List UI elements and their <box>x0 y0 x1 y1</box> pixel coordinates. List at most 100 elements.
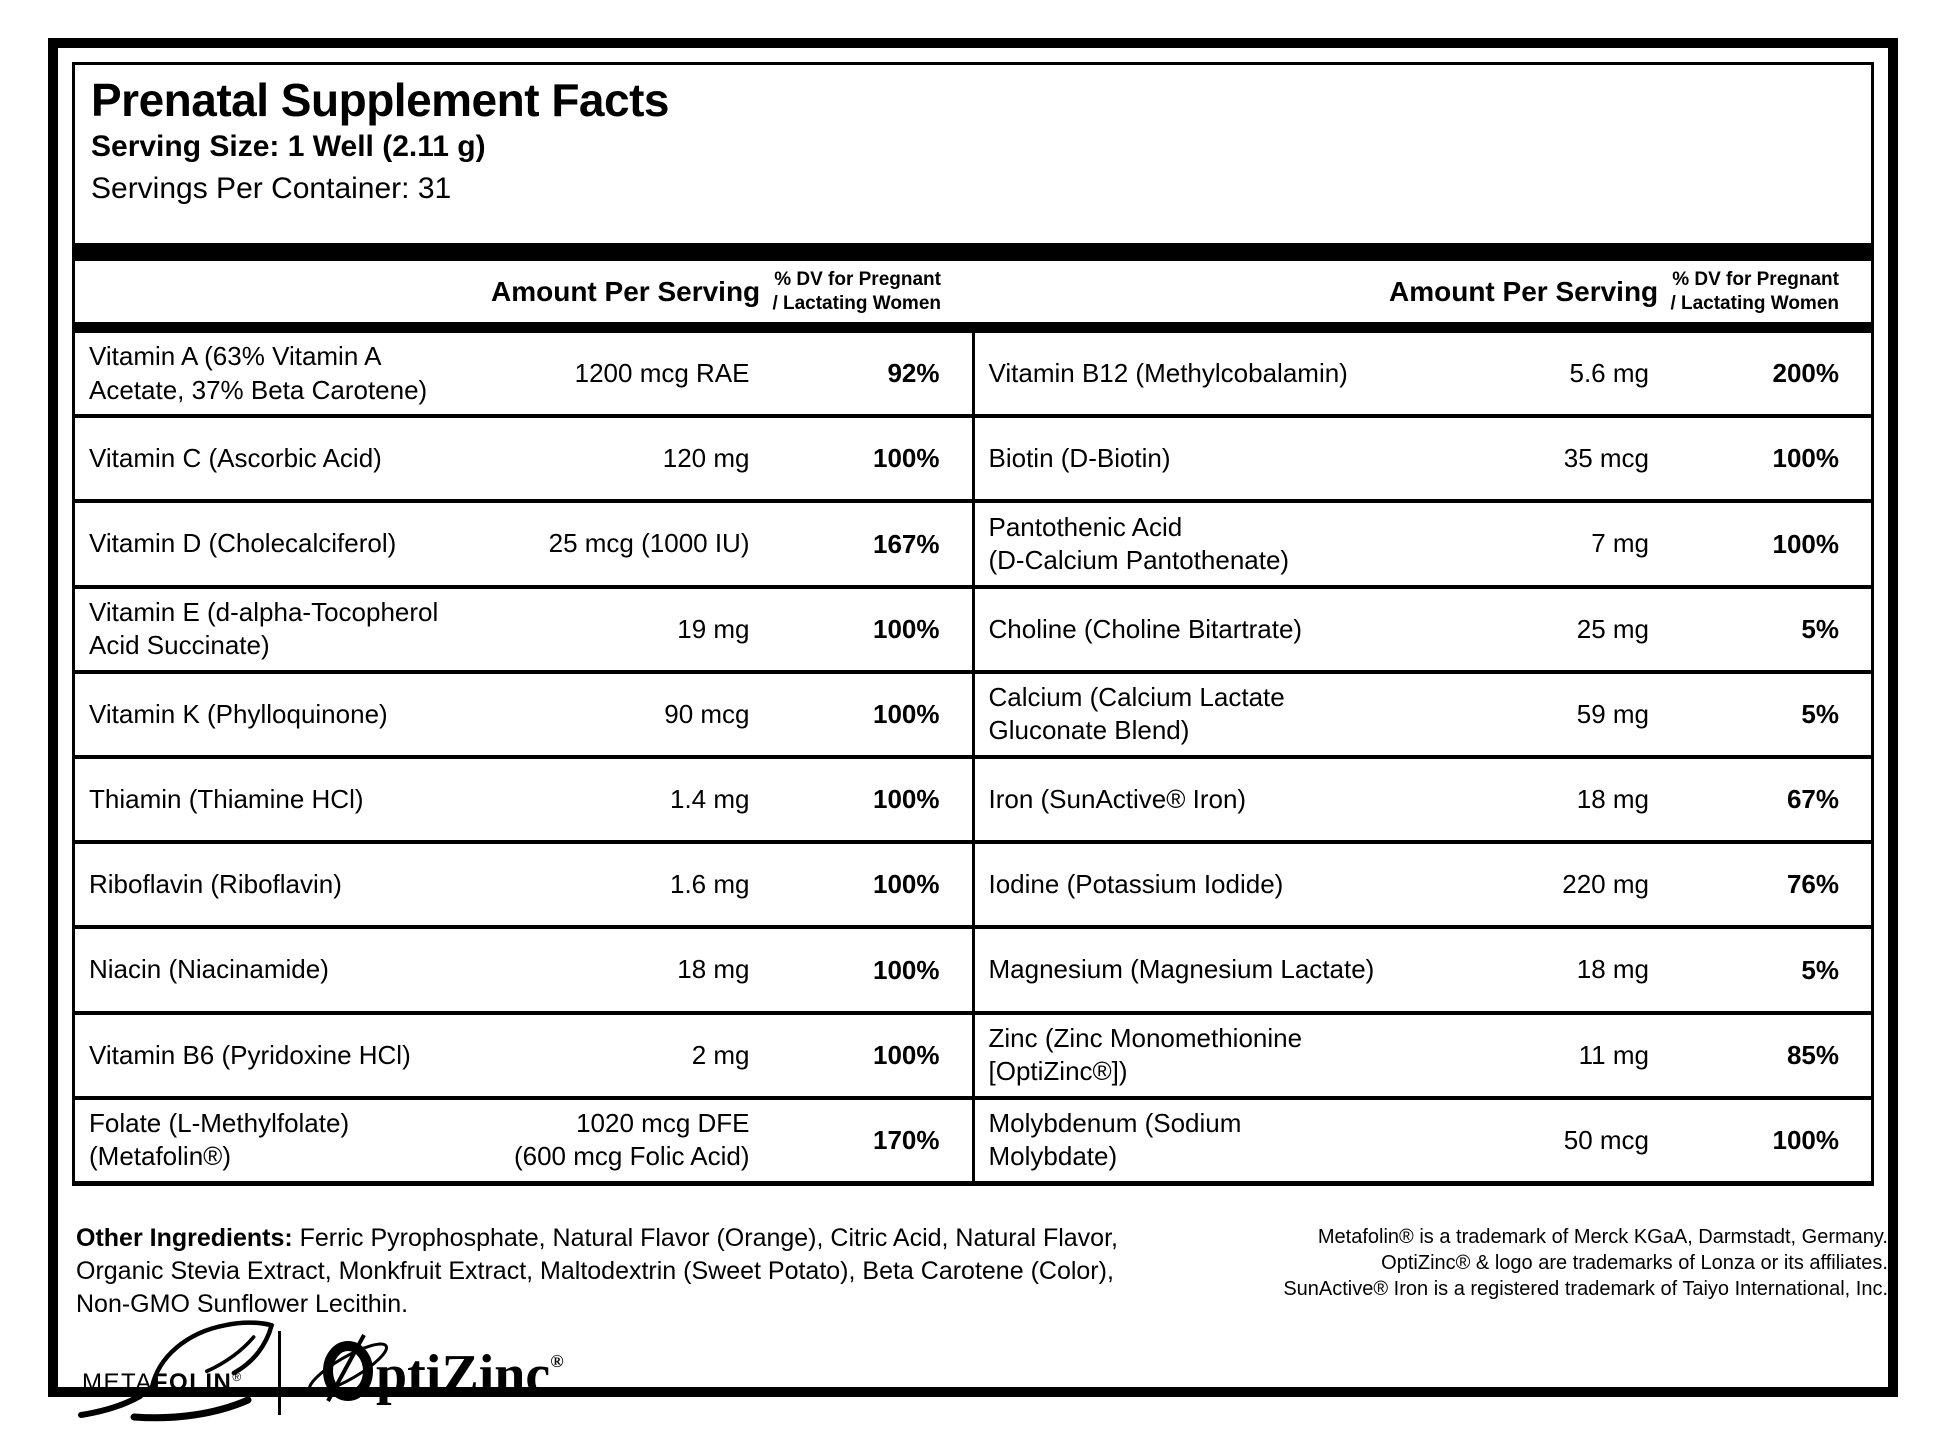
nutrient-name: Vitamin C (Ascorbic Acid) <box>89 443 382 474</box>
registered-mark: ® <box>550 1351 564 1371</box>
nutrient-name: Iron (SunActive® Iron) <box>988 783 1247 814</box>
nutrient-name: Calcium (Calcium Lactate Gluconate Blend… <box>988 682 1285 746</box>
logo-divider <box>278 1331 281 1415</box>
table-row: Iron (SunActive® Iron) 18 mg 67% <box>974 755 1871 840</box>
nutrient-name: Thiamin (Thiamine HCl) <box>89 783 364 814</box>
nutrient-dv: 100% <box>873 613 940 644</box>
other-ingredients-text: Ferric Pyrophosphate, Natural Flavor (Or… <box>76 1224 1118 1318</box>
label-title: Prenatal Supplement Facts <box>91 74 670 126</box>
nutrient-dv: 170% <box>873 1124 940 1155</box>
title-separator-bar <box>75 243 1871 261</box>
facts-box: Prenatal Supplement Facts Serving Size: … <box>72 62 1874 1186</box>
table-row: Riboflavin (Riboflavin) 1.6 mg 100% <box>75 840 972 925</box>
nutrient-amount: 25 mg <box>1576 613 1649 644</box>
footnotes: Other Ingredients: Ferric Pyrophosphate,… <box>76 1222 1888 1321</box>
table-row: Vitamin B6 (Pyridoxine HCl) 2 mg 100% <box>75 1010 972 1096</box>
nutrient-amount: 59 mg <box>1576 698 1649 729</box>
orbit-o-icon <box>308 1334 388 1402</box>
nutrient-name: Riboflavin (Riboflavin) <box>89 869 342 900</box>
nutrient-amount: 18 mg <box>1576 954 1649 985</box>
table-row: Molybdenum (Sodium Molybdate) 50 mcg 100… <box>974 1095 1871 1181</box>
nutrient-dv: 100% <box>1772 1124 1840 1155</box>
table-row: Pantothenic Acid (D-Calcium Pantothenate… <box>974 499 1871 584</box>
nutrient-dv: 100% <box>1772 443 1840 474</box>
table-row: Calcium (Calcium Lactate Gluconate Blend… <box>974 669 1871 755</box>
table-row: Vitamin A (63% Vitamin A Acetate, 37% Be… <box>75 333 972 414</box>
nutrient-name: Vitamin B12 (Methylcobalamin) <box>988 357 1348 388</box>
nutrient-dv: 76% <box>1786 869 1839 900</box>
nutrient-dv: 200% <box>1772 358 1840 389</box>
metafolin-logo: METAFOLIN® <box>78 1320 274 1422</box>
table-row: Magnesium (Magnesium Lactate) 18 mg 5% <box>974 925 1871 1010</box>
dv-header-right: % DV for Pregnant / Lactating Women <box>1670 269 1839 314</box>
optizinc-logo: ptiZinc® <box>308 1334 564 1415</box>
nutrient-dv: 5% <box>1801 954 1839 985</box>
table-row: Zinc (Zinc Monomethionine [OptiZinc®]) 1… <box>974 1010 1871 1096</box>
table-row: Thiamin (Thiamine HCl) 1.4 mg 100% <box>75 755 972 840</box>
table-row: Folate (L-Methylfolate) (Metafolin®) 102… <box>75 1095 972 1181</box>
nutrient-dv: 100% <box>1772 528 1840 559</box>
trademark-notes: Metafolin® is a trademark of Merck KGaA,… <box>1283 1222 1888 1321</box>
table-row: Vitamin C (Ascorbic Acid) 120 mg 100% <box>75 414 972 499</box>
other-ingredients-label: Other Ingredients: <box>76 1224 293 1252</box>
nutrient-dv: 92% <box>887 358 940 389</box>
nutrient-dv: 100% <box>873 869 940 900</box>
nutrient-dv: 5% <box>1801 698 1839 729</box>
nutrient-name: Folate (L-Methylfolate) (Metafolin®) <box>89 1108 350 1172</box>
table-row: Vitamin K (Phylloquinone) 90 mcg 100% <box>75 669 972 755</box>
table-row: Vitamin D (Cholecalciferol) 25 mcg (1000… <box>75 499 972 584</box>
nutrients-table: Vitamin A (63% Vitamin A Acetate, 37% Be… <box>75 333 1871 1181</box>
nutrient-amount: 25 mcg (1000 IU) <box>548 528 750 559</box>
title-block: Prenatal Supplement Facts Serving Size: … <box>75 65 1871 243</box>
nutrient-amount: 1.4 mg <box>670 783 750 814</box>
nutrient-amount: 2 mg <box>691 1039 750 1070</box>
nutrient-name: Magnesium (Magnesium Lactate) <box>988 954 1375 985</box>
table-row: Iodine (Potassium Iodide) 220 mg 76% <box>974 840 1871 925</box>
nutrient-amount: 50 mcg <box>1563 1124 1649 1155</box>
nutrient-dv: 5% <box>1801 613 1839 644</box>
nutrient-dv: 167% <box>873 528 940 559</box>
dv-header-left: % DV for Pregnant / Lactating Women <box>772 269 941 314</box>
table-row: Niacin (Niacinamide) 18 mg 100% <box>75 925 972 1010</box>
nutrient-dv: 100% <box>873 443 940 474</box>
nutrient-amount: 11 mg <box>1578 1039 1649 1070</box>
nutrient-name: Vitamin B6 (Pyridoxine HCl) <box>89 1039 411 1070</box>
trademark-note: OptiZinc® & logo are trademarks of Lonza… <box>1381 1252 1888 1274</box>
table-row: Vitamin E (d-alpha-Tocopherol Acid Succi… <box>75 584 972 670</box>
metafolin-logo-text-folin: FOLIN <box>152 1369 233 1396</box>
nutrient-amount: 35 mcg <box>1563 443 1649 474</box>
nutrient-name: Iodine (Potassium Iodide) <box>988 869 1284 900</box>
nutrient-dv: 85% <box>1786 1039 1839 1070</box>
registered-mark: ® <box>232 1370 242 1384</box>
nutrient-name: Molybdenum (Sodium Molybdate) <box>988 1108 1242 1172</box>
trademark-note: Metafolin® is a trademark of Merck KGaA,… <box>1317 1226 1888 1248</box>
supplement-facts-label: Prenatal Supplement Facts Serving Size: … <box>48 38 1898 1422</box>
table-row: Vitamin B12 (Methylcobalamin) 5.6 mg 200… <box>975 333 1872 414</box>
nutrient-amount: 18 mg <box>1576 783 1649 814</box>
nutrient-name: Pantothenic Acid (D-Calcium Pantothenate… <box>988 511 1290 575</box>
table-row: Biotin (D-Biotin) 35 mcg 100% <box>974 414 1871 499</box>
nutrient-name: Niacin (Niacinamide) <box>89 954 329 985</box>
nutrient-amount: 1.6 mg <box>670 869 750 900</box>
nutrient-amount: 5.6 mg <box>1569 357 1650 388</box>
metafolin-logo-text-meta: META <box>82 1369 153 1396</box>
table-left: Vitamin A (63% Vitamin A Acetate, 37% Be… <box>75 333 972 1181</box>
nutrient-name: Vitamin E (d-alpha-Tocopherol Acid Succi… <box>89 596 439 661</box>
amount-header-left: Amount Per Serving <box>491 275 761 307</box>
amount-header-right: Amount Per Serving <box>1389 275 1659 307</box>
servings-per-container: Servings Per Container: 31 <box>91 172 452 205</box>
nutrient-amount: 1200 mcg RAE <box>574 357 750 388</box>
nutrient-amount: 90 mcg <box>664 698 750 729</box>
nutrient-amount: 1020 mcg DFE (600 mcg Folic Acid) <box>513 1108 750 1172</box>
other-ingredients: Other Ingredients: Ferric Pyrophosphate,… <box>76 1222 1121 1321</box>
brand-logos: METAFOLIN® ptiZinc® <box>58 1320 1888 1427</box>
nutrient-amount: 18 mg <box>677 954 750 985</box>
nutrient-amount: 7 mg <box>1591 528 1649 559</box>
nutrient-dv: 100% <box>873 784 940 815</box>
nutrient-amount: 19 mg <box>677 613 750 644</box>
nutrient-name: Zinc (Zinc Monomethionine [OptiZinc®]) <box>988 1022 1303 1087</box>
leaf-icon <box>149 1320 274 1390</box>
column-header-right: Amount Per Serving % DV for Pregnant / L… <box>973 261 1871 322</box>
nutrient-amount: 220 mg <box>1562 869 1649 900</box>
nutrient-name: Biotin (D-Biotin) <box>988 443 1171 474</box>
